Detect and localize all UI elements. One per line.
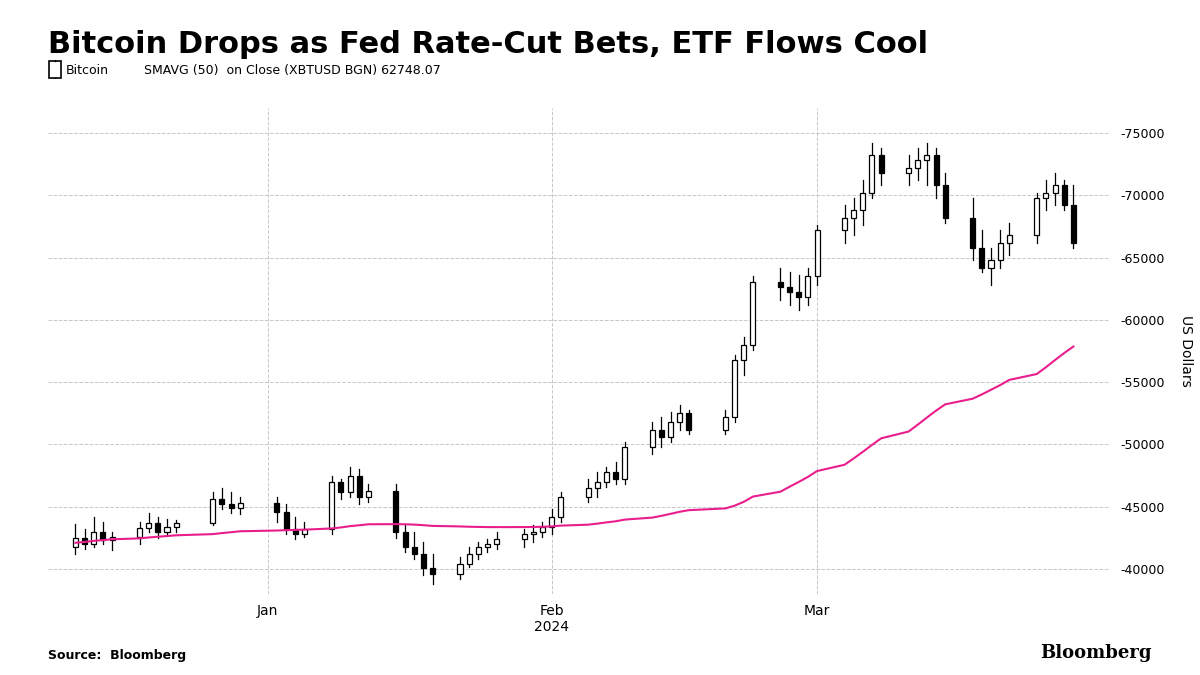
Bar bbox=[906, 168, 911, 173]
Bar bbox=[73, 538, 78, 547]
Bar bbox=[860, 193, 865, 210]
Bar bbox=[787, 288, 792, 292]
Bar bbox=[924, 155, 930, 161]
Bar bbox=[943, 185, 948, 217]
Text: Bloomberg: Bloomberg bbox=[1040, 643, 1152, 662]
Bar bbox=[220, 500, 224, 504]
Bar bbox=[430, 568, 436, 574]
Bar bbox=[1034, 198, 1039, 235]
Bar bbox=[550, 517, 554, 526]
Bar bbox=[1007, 235, 1012, 242]
Bar bbox=[228, 504, 234, 508]
Bar bbox=[815, 230, 820, 276]
Text: Bitcoin: Bitcoin bbox=[66, 64, 109, 78]
Text: Bitcoin Drops as Fed Rate-Cut Bets, ETF Flows Cool: Bitcoin Drops as Fed Rate-Cut Bets, ETF … bbox=[48, 30, 928, 59]
Bar bbox=[109, 537, 115, 541]
Bar bbox=[275, 503, 280, 512]
Bar bbox=[1174, 651, 1180, 665]
Bar bbox=[137, 528, 142, 537]
Bar bbox=[851, 210, 856, 217]
Bar bbox=[1159, 653, 1164, 665]
Bar bbox=[146, 523, 151, 528]
Bar bbox=[970, 217, 976, 248]
Bar bbox=[686, 413, 691, 429]
Bar bbox=[677, 413, 683, 422]
Bar bbox=[338, 482, 343, 492]
Bar bbox=[989, 260, 994, 267]
Bar bbox=[91, 532, 96, 544]
Bar bbox=[604, 472, 608, 482]
Bar bbox=[732, 360, 737, 417]
Bar bbox=[623, 447, 628, 479]
Bar bbox=[155, 523, 161, 532]
Bar bbox=[485, 544, 490, 547]
Bar bbox=[750, 282, 756, 345]
Bar bbox=[174, 523, 179, 526]
Bar bbox=[421, 554, 426, 568]
Bar bbox=[1181, 641, 1187, 665]
Y-axis label: US Dollars: US Dollars bbox=[1178, 315, 1193, 387]
Bar bbox=[878, 155, 883, 173]
Bar bbox=[742, 345, 746, 360]
Bar bbox=[329, 482, 335, 529]
Bar bbox=[402, 532, 408, 547]
Bar bbox=[164, 526, 169, 532]
Bar bbox=[805, 276, 810, 298]
Bar bbox=[302, 529, 307, 534]
Bar bbox=[649, 429, 655, 447]
Bar bbox=[586, 488, 590, 497]
Bar bbox=[530, 532, 535, 534]
Bar bbox=[238, 503, 242, 508]
Bar bbox=[668, 422, 673, 437]
Bar bbox=[366, 491, 371, 497]
Bar bbox=[394, 491, 398, 532]
Bar bbox=[979, 248, 984, 267]
Bar bbox=[540, 526, 545, 532]
Bar bbox=[82, 538, 88, 544]
Bar bbox=[1052, 185, 1057, 193]
Bar bbox=[613, 472, 618, 479]
Bar bbox=[457, 564, 462, 574]
Bar bbox=[1166, 646, 1171, 665]
Bar bbox=[934, 155, 938, 185]
Bar bbox=[797, 292, 802, 298]
Bar bbox=[595, 482, 600, 488]
Bar bbox=[293, 529, 298, 534]
Bar bbox=[997, 242, 1003, 260]
Bar bbox=[916, 161, 920, 168]
Bar bbox=[659, 429, 664, 437]
Bar bbox=[522, 534, 527, 539]
Bar bbox=[778, 282, 782, 288]
Bar bbox=[1062, 185, 1067, 205]
Bar bbox=[356, 476, 361, 497]
Bar bbox=[210, 500, 215, 523]
Bar bbox=[412, 547, 416, 554]
Bar bbox=[1070, 205, 1076, 242]
Text: SMAVG (50)  on Close (XBTUSD BGN) 62748.07: SMAVG (50) on Close (XBTUSD BGN) 62748.0… bbox=[144, 64, 440, 78]
Bar bbox=[475, 547, 481, 554]
Text: Source:  Bloomberg: Source: Bloomberg bbox=[48, 649, 186, 662]
Bar bbox=[467, 554, 472, 564]
Bar bbox=[1043, 193, 1049, 198]
Bar bbox=[558, 497, 563, 517]
Bar bbox=[101, 532, 106, 541]
Bar bbox=[348, 476, 353, 492]
Bar bbox=[842, 217, 847, 230]
Bar bbox=[283, 512, 288, 529]
Bar bbox=[494, 539, 499, 544]
Bar bbox=[870, 155, 875, 193]
Bar bbox=[722, 417, 728, 429]
